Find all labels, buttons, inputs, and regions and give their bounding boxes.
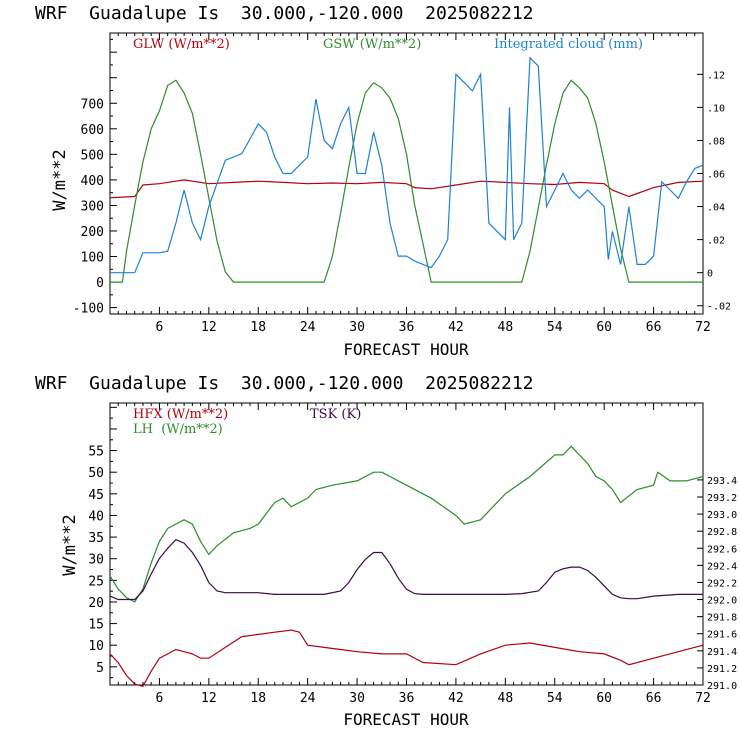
y-tick-label: 45 bbox=[88, 488, 104, 503]
bottom-panel: WRF Guadalupe Is 30.000,-120.000 2025082… bbox=[35, 373, 737, 729]
x-tick-label: 66 bbox=[646, 691, 662, 706]
y-tick-label: 0 bbox=[96, 276, 104, 291]
bottom-y-axis-left: 5 10 15 20 25 30 35 40 45 50 55 bbox=[88, 406, 117, 679]
x-tick-label: 12 bbox=[201, 691, 217, 706]
x-tick-label: 60 bbox=[596, 691, 612, 706]
top-chart-title: WRF Guadalupe Is 30.000,-120.000 2025082… bbox=[35, 3, 534, 24]
bottom-x-axis: 6 12 18 24 30 36 42 48 54 60 66 72 bbox=[109, 403, 711, 706]
x-tick-label: 30 bbox=[349, 320, 365, 335]
legend-integrated-cloud: Integrated cloud (mm) bbox=[494, 37, 643, 52]
x-tick-label: 42 bbox=[448, 320, 464, 335]
legend-hfx: HFX (W/m**2) bbox=[133, 407, 228, 422]
y-right-tick-label: .04 bbox=[707, 203, 725, 214]
y-tick-label: 100 bbox=[81, 251, 104, 266]
series-line-tsk bbox=[109, 538, 703, 601]
x-tick-label: 24 bbox=[300, 691, 316, 706]
y-right-tick-label: 292.0 bbox=[707, 596, 737, 607]
y-right-tick-label: .10 bbox=[707, 103, 725, 114]
y-tick-label: 20 bbox=[88, 596, 104, 611]
y-tick-label: 15 bbox=[88, 618, 104, 633]
y-right-tick-label: 293.0 bbox=[707, 510, 737, 521]
y-right-tick-label: 291.4 bbox=[707, 647, 737, 658]
y-right-tick-label: 0 bbox=[707, 269, 713, 280]
series-line-lh bbox=[109, 445, 704, 603]
top-panel: WRF Guadalupe Is 30.000,-120.000 2025082… bbox=[35, 3, 731, 359]
y-tick-label: -100 bbox=[73, 302, 104, 317]
series-line-glw bbox=[109, 179, 704, 199]
x-tick-label: 36 bbox=[399, 691, 415, 706]
top-y-axis-right: -.02 0 .02 .04 .06 .08 .10 .12 bbox=[697, 70, 731, 313]
y-tick-label: 55 bbox=[88, 445, 104, 460]
y-right-tick-label: 291.0 bbox=[707, 681, 737, 692]
y-right-tick-label: 293.4 bbox=[707, 476, 737, 487]
y-right-tick-label: 292.2 bbox=[707, 578, 737, 589]
x-tick-label: 6 bbox=[156, 691, 164, 706]
x-tick-label: 36 bbox=[399, 320, 415, 335]
bottom-y-axis-right: 291.0 291.2 291.4 291.6 291.8 292.0 292.2 292.4… bbox=[697, 476, 737, 692]
x-tick-label: 6 bbox=[156, 320, 164, 335]
legend-lh: LH (W/m**2) bbox=[133, 422, 223, 437]
series-line-integrated-cloud bbox=[110, 56, 704, 274]
y-tick-label: 700 bbox=[81, 97, 104, 112]
x-tick-label: 12 bbox=[201, 320, 217, 335]
x-tick-label: 60 bbox=[596, 320, 612, 335]
top-y-axis-label: W/m**2 bbox=[50, 149, 70, 210]
y-tick-label: 400 bbox=[81, 174, 104, 189]
series-line-hfx bbox=[109, 629, 704, 688]
y-right-tick-label: .06 bbox=[707, 170, 725, 181]
y-tick-label: 50 bbox=[88, 466, 104, 481]
x-tick-label: 24 bbox=[300, 320, 316, 335]
top-x-axis: 6 12 18 24 30 36 42 48 54 60 66 72 bbox=[109, 33, 711, 335]
y-right-tick-label: 291.2 bbox=[707, 664, 737, 675]
y-right-tick-label: .12 bbox=[707, 70, 725, 81]
y-right-tick-label: 291.6 bbox=[707, 630, 737, 641]
y-tick-label: 300 bbox=[81, 199, 104, 214]
y-right-tick-label: -.02 bbox=[707, 302, 731, 313]
y-tick-label: 40 bbox=[88, 509, 104, 524]
top-plot-frame bbox=[109, 32, 704, 315]
y-right-tick-label: 291.8 bbox=[707, 613, 737, 624]
bottom-x-axis-label: FORECAST HOUR bbox=[343, 710, 469, 729]
y-right-tick-label: 293.2 bbox=[707, 493, 737, 504]
y-tick-label: 25 bbox=[88, 574, 104, 589]
y-right-tick-label: 292.4 bbox=[707, 561, 737, 572]
y-tick-label: 600 bbox=[81, 123, 104, 138]
x-tick-label: 30 bbox=[349, 691, 365, 706]
x-tick-label: 18 bbox=[250, 320, 266, 335]
y-right-tick-label: 292.8 bbox=[707, 527, 737, 538]
series-line-gsw bbox=[110, 79, 703, 283]
x-tick-label: 72 bbox=[695, 691, 711, 706]
y-tick-label: 500 bbox=[81, 148, 104, 163]
x-tick-label: 54 bbox=[547, 691, 563, 706]
x-tick-label: 48 bbox=[498, 691, 514, 706]
x-tick-label: 48 bbox=[498, 320, 514, 335]
y-right-tick-label: 292.6 bbox=[707, 544, 737, 555]
x-tick-label: 18 bbox=[250, 691, 266, 706]
y-tick-label: 35 bbox=[88, 531, 104, 546]
bottom-plot-frame bbox=[109, 402, 704, 686]
y-right-tick-label: .02 bbox=[707, 236, 725, 247]
y-tick-label: 5 bbox=[96, 661, 104, 676]
y-right-tick-label: .08 bbox=[707, 136, 725, 147]
x-tick-label: 54 bbox=[547, 320, 563, 335]
bottom-y-axis-label: W/m**2 bbox=[60, 514, 80, 575]
y-tick-label: 30 bbox=[88, 553, 104, 568]
y-tick-label: 200 bbox=[81, 225, 104, 240]
y-tick-label: 10 bbox=[88, 639, 104, 654]
legend-glw: GLW (W/m**2) bbox=[133, 37, 230, 52]
x-tick-label: 66 bbox=[646, 320, 662, 335]
x-tick-label: 42 bbox=[448, 691, 464, 706]
legend-tsk: TSK (K) bbox=[310, 407, 361, 422]
x-tick-label: 72 bbox=[695, 320, 711, 335]
legend-gsw: GSW (W/m**2) bbox=[323, 37, 421, 52]
bottom-chart-title: WRF Guadalupe Is 30.000,-120.000 2025082… bbox=[35, 373, 534, 394]
top-x-axis-label: FORECAST HOUR bbox=[343, 340, 469, 359]
